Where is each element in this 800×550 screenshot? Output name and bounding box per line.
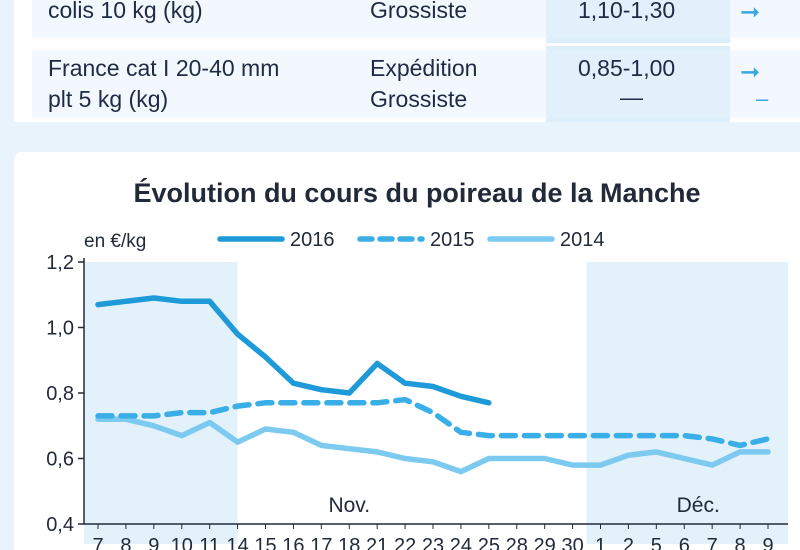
x-tick-label: 9: [148, 535, 159, 550]
legend-label: 2015: [430, 229, 475, 251]
legend: 2016 2015 2014: [217, 229, 605, 251]
y-tick-label: 0,4: [46, 514, 74, 536]
x-tick-label: 21: [366, 535, 388, 550]
price-cell: —: [620, 84, 643, 110]
x-tick-label: 24: [450, 535, 472, 550]
x-tick-label: 25: [478, 535, 500, 550]
product-cell: France cat I 20-40 mm: [48, 55, 280, 81]
product-cell: plt 5 kg (kg): [48, 86, 169, 112]
legend-label: 2014: [560, 229, 605, 251]
row-divider: [32, 43, 800, 46]
month-label: Déc.: [677, 494, 720, 517]
x-tick-label: 8: [735, 535, 746, 550]
x-tick-label: 5: [651, 535, 662, 550]
x-tick-label: 2: [623, 535, 634, 550]
x-tick-label: 7: [707, 535, 718, 550]
series-line-2016: [95, 295, 492, 406]
y-axis-unit: en €/kg: [84, 231, 146, 252]
x-tick-label: 28: [506, 535, 528, 550]
y-tick-label: 0,6: [46, 449, 74, 471]
table-row: [32, 0, 800, 38]
series-lines: [95, 295, 771, 475]
x-tick-label: 23: [422, 535, 444, 550]
y-tick-label: 0,8: [46, 383, 74, 405]
x-tick-label: 18: [338, 535, 360, 550]
x-tick-label: 1: [595, 535, 606, 550]
arrow-right-icon: ➞: [740, 0, 761, 26]
x-tick-label: 7: [92, 535, 103, 550]
shaded-band: [586, 262, 788, 544]
shaded-bands: [84, 262, 788, 544]
chart-title: Évolution du cours du poireau de la Manc…: [133, 177, 700, 208]
x-tick-label: 30: [561, 535, 583, 550]
series-line-2014: [95, 416, 771, 475]
arrow-right-icon: ➞: [740, 59, 761, 86]
y-tick-label: 1,0: [46, 318, 74, 340]
x-tick-label: 16: [282, 535, 304, 550]
x-tick-label: 9: [762, 535, 773, 550]
x-tick-label: 8: [120, 535, 131, 550]
dash-icon: –: [756, 86, 769, 111]
y-tick-label: 1,2: [46, 252, 74, 274]
chart-card: Évolution du cours du poireau de la Manc…: [14, 152, 800, 550]
stage-cell: Grossiste: [370, 0, 468, 23]
line-chart: Évolution du cours du poireau de la Manc…: [46, 177, 788, 550]
shaded-band: [84, 262, 238, 544]
stage-cell: Grossiste: [370, 86, 468, 112]
x-tick-label: 15: [254, 535, 276, 550]
x-tick-label: 14: [226, 535, 248, 550]
x-tick-label: 29: [534, 535, 556, 550]
x-tick-label: 22: [394, 535, 416, 550]
y-axis: 0,4 0,6 0,8 1,0 1,2: [46, 252, 85, 536]
legend-label: 2016: [290, 229, 335, 251]
x-tick-label: 11: [199, 535, 220, 550]
x-axis: 7 8 9 10 11 14 15 16 17 18 21 22 23 24 25 28 29 30 1 2 5 6 7 8 9…: [84, 494, 788, 550]
x-tick-label: 6: [679, 535, 690, 550]
x-tick-label: 17: [310, 535, 332, 550]
stage-cell: Expédition: [370, 55, 478, 81]
x-tick-label: 10: [171, 535, 193, 550]
price-cell: 1,10-1,30: [578, 0, 676, 23]
price-table: colis 10 kg (kg) Grossiste 1,10-1,30 ➞ F…: [14, 0, 800, 122]
product-cell: colis 10 kg (kg): [48, 0, 203, 23]
table-row: [32, 50, 800, 118]
month-label: Nov.: [328, 494, 370, 517]
price-cell: 0,85-1,00: [578, 55, 676, 81]
